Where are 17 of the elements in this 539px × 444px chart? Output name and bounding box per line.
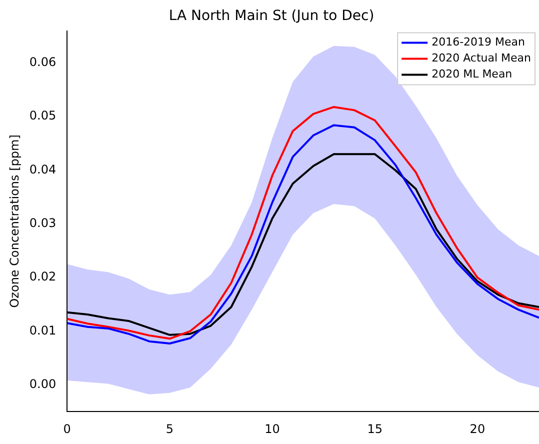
x-tick-label: 10 xyxy=(264,422,280,436)
x-tick-label: 15 xyxy=(367,422,383,436)
x-tick-label: 0 xyxy=(63,422,71,436)
x-tick-label: 5 xyxy=(166,422,174,436)
legend-label: 2016-2019 Mean xyxy=(432,36,526,49)
x-tick-label: 20 xyxy=(470,422,486,436)
y-tick-label: 0.03 xyxy=(29,216,56,230)
legend-label: 2020 ML Mean xyxy=(432,68,512,81)
legend-label: 2020 Actual Mean xyxy=(432,52,532,65)
y-tick-label: 0.05 xyxy=(29,108,56,123)
y-tick-label: 0.02 xyxy=(29,270,56,284)
y-tick-label: 0.00 xyxy=(29,376,56,391)
y-axis-title: Ozone Concentrations [ppm] xyxy=(7,134,22,308)
chart-title: LA North Main St (Jun to Dec) xyxy=(168,8,374,24)
y-tick-label: 0.04 xyxy=(29,162,56,176)
y-tick-label: 0.06 xyxy=(29,55,56,70)
y-tick-label: 0.01 xyxy=(29,323,56,338)
